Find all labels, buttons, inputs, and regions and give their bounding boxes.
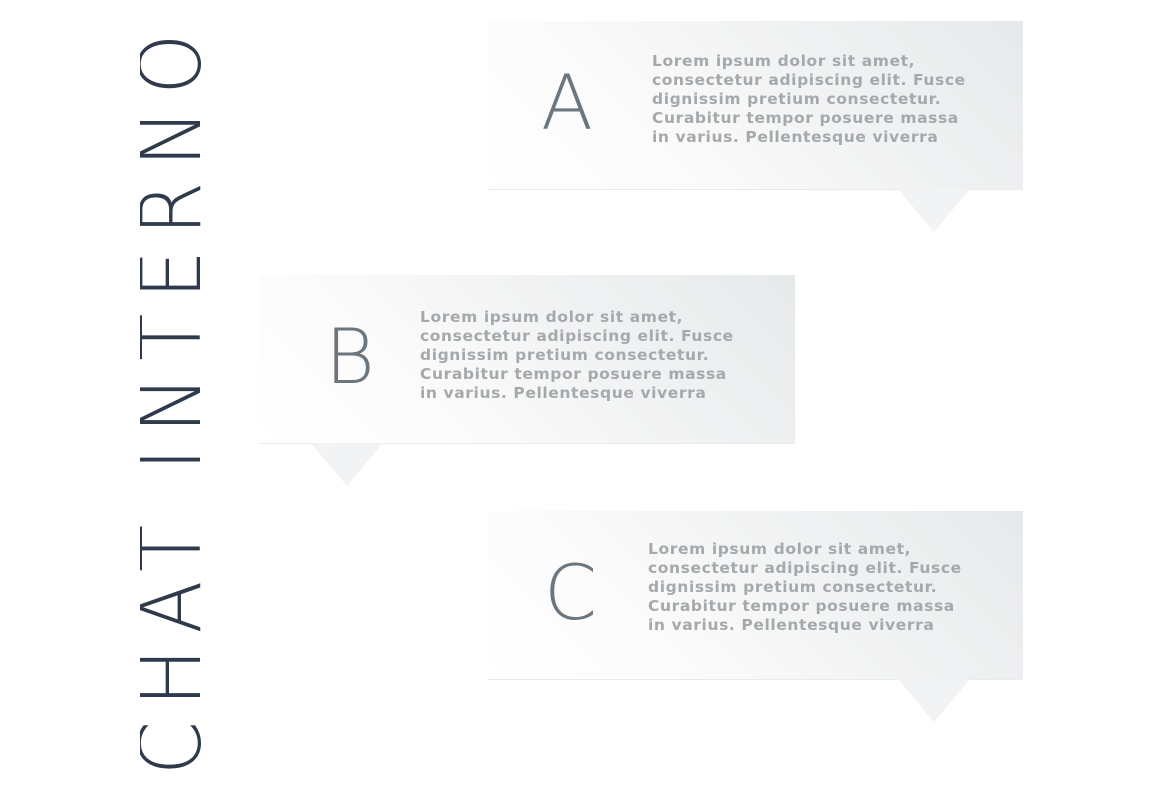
page-title: CHAT INTERNO <box>140 19 202 775</box>
bubble-letter: B <box>325 312 375 401</box>
bubble-text: Lorem ipsum dolor sit amet, consectetur … <box>648 540 962 634</box>
chat-bubble-a: A Lorem ipsum dolor sit amet, consectetu… <box>487 21 1023 232</box>
chat-bubble-c: C Lorem ipsum dolor sit amet, consectetu… <box>487 511 1023 722</box>
vertical-title-svg: CHAT INTERNO <box>140 19 202 775</box>
bubble-tail <box>898 679 970 722</box>
bubble-tail <box>898 189 970 232</box>
bubble-letter: C <box>544 548 598 637</box>
vertical-title: CHAT INTERNO <box>140 18 202 776</box>
bubble-tail <box>311 443 383 486</box>
chat-bubble-b: B Lorem ipsum dolor sit amet, consectetu… <box>259 275 795 486</box>
bubble-text: Lorem ipsum dolor sit amet, consectetur … <box>652 52 966 146</box>
bubble-letter: A <box>541 58 593 147</box>
bubble-text: Lorem ipsum dolor sit amet, consectetur … <box>420 308 734 402</box>
